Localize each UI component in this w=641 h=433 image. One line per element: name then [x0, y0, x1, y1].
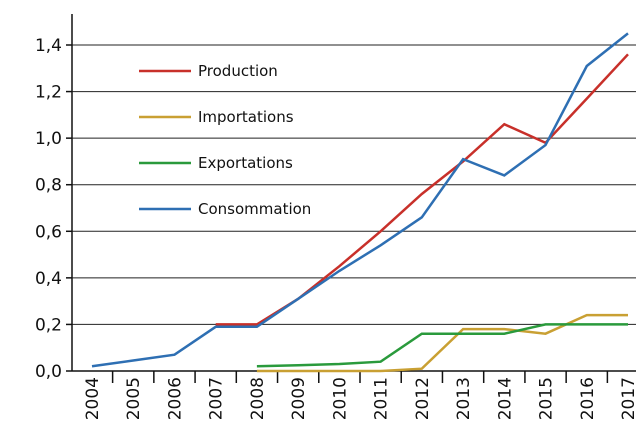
x-tick-label: 2008 — [248, 377, 268, 420]
series-line-consommation — [91, 32, 629, 368]
x-tick-label: 2010 — [330, 377, 350, 420]
legend-label-production: Production — [198, 62, 278, 80]
x-tick-label: 2015 — [537, 377, 557, 420]
x-tick-label: 2012 — [413, 377, 433, 420]
x-tick-label: 2005 — [124, 377, 144, 420]
x-tick-label: 2006 — [165, 377, 185, 420]
x-tick-label: 2004 — [83, 377, 103, 420]
x-tick-label: 2011 — [372, 377, 392, 420]
y-tick-label: 0,4 — [35, 269, 62, 289]
legend: Production Importations Exportations Consom… — [139, 62, 311, 218]
y-axis: 0,0 0,2 0,4 0,6 0,8 1,0 1,2 1,4 — [35, 14, 73, 382]
series-lines — [91, 32, 629, 373]
y-tick-label: 0,8 — [35, 176, 62, 196]
legend-label-importations: Importations — [198, 108, 294, 126]
series-line-production — [215, 53, 629, 326]
y-tick-label: 0,2 — [35, 315, 62, 335]
y-tick-label: 1,0 — [35, 129, 62, 149]
x-tick-label: 2017 — [619, 377, 639, 420]
x-tick-label: 2007 — [207, 377, 227, 420]
x-tick-label: 2016 — [578, 377, 598, 420]
gridlines — [72, 44, 636, 325]
x-tick-label: 2014 — [495, 377, 515, 420]
x-axis: 2004 2005 2006 2007 2008 2009 2010 2011 2012 2013… — [72, 370, 639, 420]
legend-label-exportations: Exportations — [198, 154, 293, 172]
x-tick-label: 2013 — [454, 377, 474, 420]
y-tick-label: 0,6 — [35, 222, 62, 242]
legend-label-consommation: Consommation — [198, 200, 311, 218]
y-tick-label: 1,4 — [35, 36, 62, 56]
series-line-exportations — [256, 323, 628, 368]
y-tick-label: 0,0 — [35, 362, 62, 382]
x-tick-label: 2009 — [289, 377, 309, 420]
y-tick-label: 1,2 — [35, 83, 62, 103]
